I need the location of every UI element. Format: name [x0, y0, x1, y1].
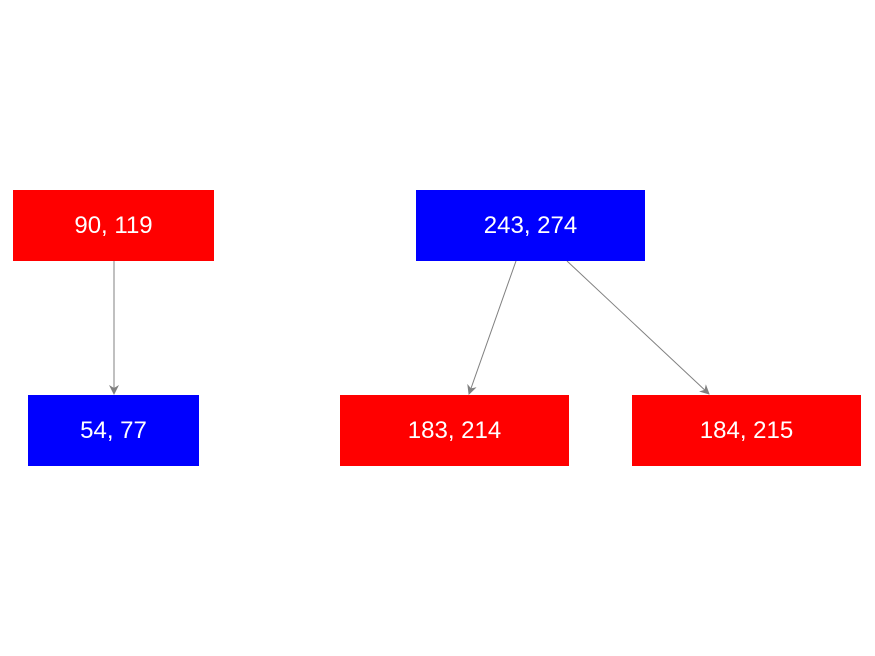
node-243-274[interactable]: 243, 274	[416, 190, 645, 261]
edge-c-d	[467, 260, 517, 395]
node-183-214[interactable]: 183, 214	[340, 395, 569, 466]
node-90-119[interactable]: 90, 119	[13, 190, 214, 261]
node-54-77[interactable]: 54, 77	[28, 395, 199, 466]
edge-c-e	[566, 260, 710, 395]
node-184-215[interactable]: 184, 215	[632, 395, 861, 466]
